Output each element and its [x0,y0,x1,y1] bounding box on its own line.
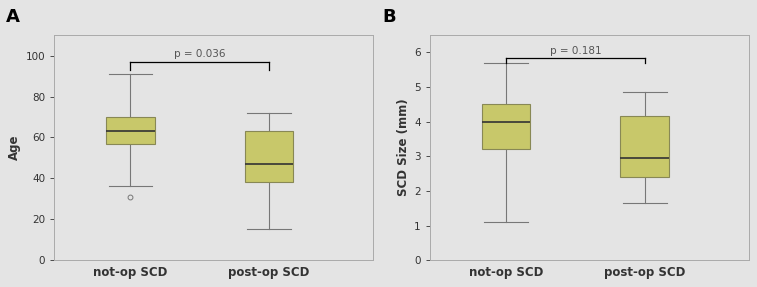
Bar [621,117,669,177]
Bar [106,117,154,144]
Y-axis label: Age: Age [8,135,21,160]
Bar [481,104,530,149]
Text: A: A [6,8,20,26]
Text: p = 0.181: p = 0.181 [550,46,601,56]
Bar [245,131,294,183]
Text: p = 0.036: p = 0.036 [174,49,226,59]
Text: B: B [382,8,395,26]
Y-axis label: SCD Size (mm): SCD Size (mm) [397,99,410,197]
